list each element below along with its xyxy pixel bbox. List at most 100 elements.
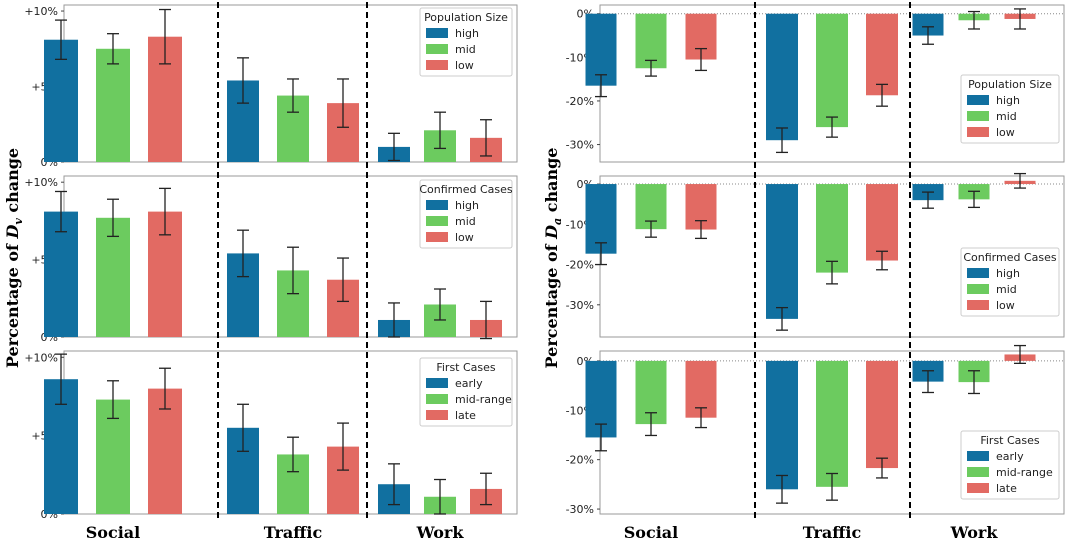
bar-mid-traffic [816,13,848,128]
legend-label-high: high [996,267,1020,280]
legend-swatch-early [967,451,989,461]
y-tick-label: +10% [24,5,58,18]
category-label-traffic: Traffic [264,523,323,542]
legend-swatch-high [426,28,448,38]
bar-mid-social [96,48,130,162]
legend-label-low: low [996,126,1015,139]
y-tick-label: -30% [566,139,594,152]
y-tick-label: -30% [566,503,594,516]
legend-title: Confirmed Cases [963,251,1057,264]
panel-right-2: 0%-10%-20%-30%First Casesearlymid-rangel… [566,344,1065,516]
bar-high-traffic [766,13,798,141]
legend-label-mid: mid [996,110,1017,123]
legend-label-high: high [996,94,1020,107]
bar-high-traffic [766,184,798,319]
legend-label-late: late [996,482,1017,495]
right-y-axis-label: Percentage of Da change [542,148,564,369]
legend-title: Population Size [424,11,508,24]
category-label-traffic: Traffic [803,523,862,542]
legend-label-early: early [996,450,1024,463]
legend-swatch-late [426,410,448,420]
category-label-work: Work [950,523,999,542]
legend-swatch-mid [967,111,989,121]
y-tick-label: +10% [24,351,58,364]
bar-high-social [585,184,617,254]
bar-high-social [44,39,78,162]
bar-mid-traffic [816,184,848,273]
bar-mid-social [96,217,130,337]
legend-title: First Cases [980,434,1040,447]
panel-frame [599,175,1065,338]
legend-label-mid-range: mid-range [996,466,1053,479]
bar-high-work [912,13,944,36]
legend-swatch-low [426,60,448,70]
left-ylabel-prefix: Percentage of [3,239,22,369]
legend-title: Confirmed Cases [419,183,513,196]
legend-box [419,179,513,249]
legend-label-early: early [455,377,483,390]
legend-swatch-mid [426,216,448,226]
legend-box [960,430,1060,500]
legend-swatch-late [967,483,989,493]
legend-box [960,247,1060,317]
legend-swatch-high [426,200,448,210]
left-ylabel-var: D [3,225,22,240]
y-tick-label: -20% [566,454,594,467]
category-label-social: Social [86,523,141,542]
legend-label-low: low [996,299,1015,312]
legend-swatch-early [426,378,448,388]
y-tick-label: -20% [566,259,594,272]
legend-label-late: late [455,409,476,422]
legend-swatch-mid-range [967,467,989,477]
left-y-axis-label: Percentage of Dv change [3,148,25,368]
legend-label-mid: mid [455,43,476,56]
bar-low-traffic [866,13,898,96]
legend-box [419,7,513,77]
bar-high-social [585,13,617,86]
category-label-work: Work [416,523,465,542]
legend-label-low: low [455,231,474,244]
legend-swatch-low [967,127,989,137]
legend-box [419,357,513,427]
bar-mid-social [635,13,667,69]
legend-title: Population Size [968,78,1052,91]
legend-label-mid: mid [996,283,1017,296]
bar-early-traffic [766,360,798,490]
legend-label-high: high [455,27,479,40]
y-tick-label: -30% [566,299,594,312]
left-ylabel-suffix: change [3,148,22,218]
legend-box [960,74,1060,144]
bar-late-traffic [866,360,898,469]
bar-mid-range-traffic [816,360,848,487]
legend-title: First Cases [436,361,496,374]
category-label-social: Social [624,523,679,542]
legend-swatch-mid [426,44,448,54]
category-labels: Social Traffic Work Social Traffic Work [86,523,999,542]
bar-high-social [44,211,78,337]
right-ylabel-var: D [542,225,561,240]
legend-label-mid: mid [455,215,476,228]
legend-swatch-low [426,232,448,242]
y-tick-label: -20% [566,95,594,108]
right-ylabel-prefix: Percentage of [542,239,561,369]
legend-swatch-mid-range [426,394,448,404]
legend-swatch-high [967,95,989,105]
legend-swatch-mid [967,284,989,294]
legend-label-low: low [455,59,474,72]
right-ylabel-suffix: change [542,148,561,218]
legend-label-high: high [455,199,479,212]
legend-label-mid-range: mid-range [455,393,512,406]
bar-low-traffic [866,184,898,261]
y-tick-label: +10% [24,176,58,189]
legend-swatch-low [967,300,989,310]
left-ylabel-sub: v [12,218,25,225]
legend-swatch-high [967,268,989,278]
right-ylabel-sub: a [551,218,564,225]
panels-layer: 0%+5%+10%Population Sizehighmidlow0%+5%+… [24,2,1065,521]
